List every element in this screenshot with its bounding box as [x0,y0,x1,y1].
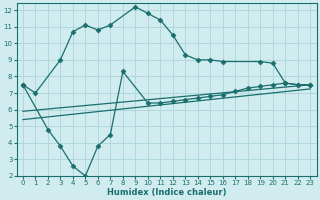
X-axis label: Humidex (Indice chaleur): Humidex (Indice chaleur) [107,188,226,197]
